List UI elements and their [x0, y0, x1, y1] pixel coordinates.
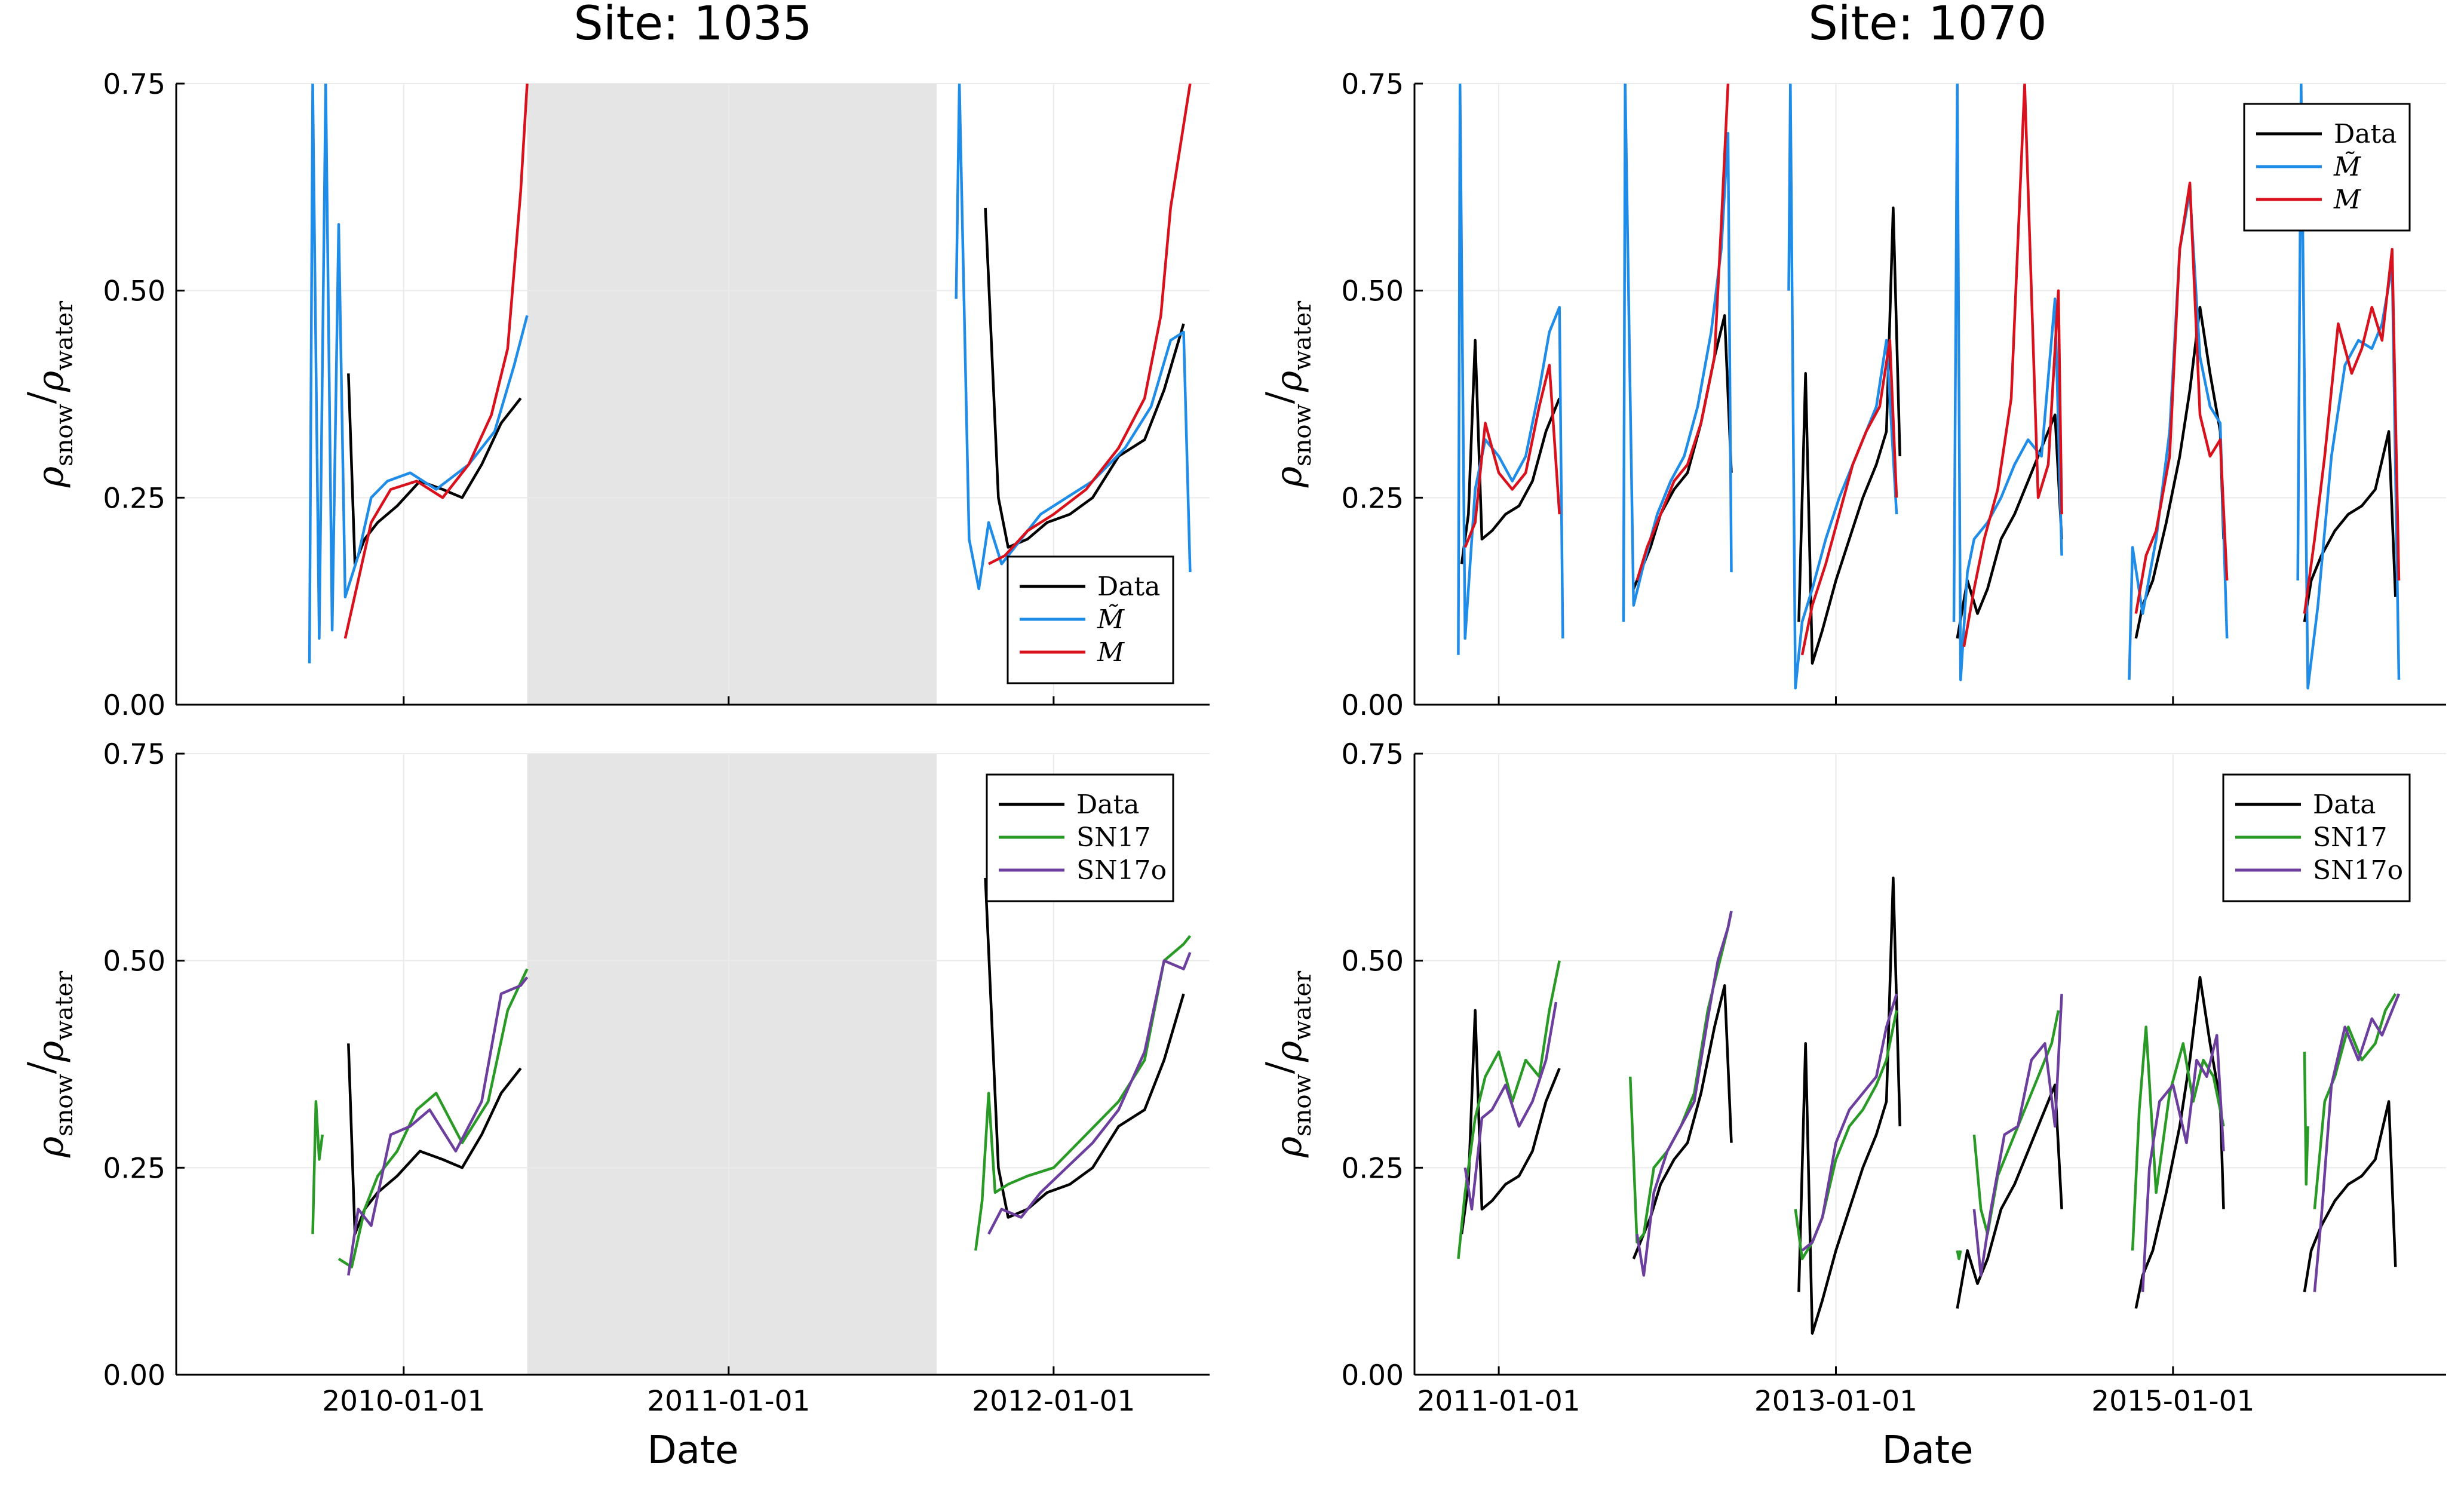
series-line-m-tilde: [1622, 84, 1733, 622]
series-line-m: [1635, 84, 1730, 581]
y-tick-label: 0.50: [103, 275, 165, 308]
series-line-sn17o: [2141, 1034, 2225, 1292]
series-line-m: [1463, 364, 1561, 548]
panel-bottom-left: 0.00 0.25 0.50 0.75 2010-01-01 2011-01-01 2012…: [20, 738, 1210, 1418]
legend-label: M̃: [2333, 150, 2361, 182]
series-line-m: [2134, 182, 2229, 614]
series-line-m: [2303, 248, 2401, 614]
series-line-data: [1460, 339, 1561, 564]
series-line-data: [1460, 1009, 1561, 1234]
x-tick-label: 2011-01-01: [647, 1385, 810, 1418]
series-line-data: [1797, 876, 1901, 1335]
title-site-1035: Site: 1035: [573, 0, 812, 51]
series-line-data: [2303, 430, 2397, 622]
shaded-missing-period: [527, 754, 937, 1375]
series-line-m: [1800, 339, 1898, 656]
legend-label: Data: [2334, 119, 2397, 149]
series-line-m: [343, 84, 529, 639]
shaded-missing-period: [527, 84, 937, 705]
y-tick-label: 0.50: [1341, 275, 1404, 308]
series-line-m-tilde: [308, 84, 529, 663]
series-line-sn17o: [2313, 993, 2401, 1292]
y-tick-label: 0.00: [103, 689, 165, 722]
y-tick-label: 0.25: [103, 1152, 165, 1185]
series-line-data: [2303, 1100, 2397, 1292]
series-line-m-tilde: [1787, 84, 1898, 690]
series-line-sn17o: [987, 951, 1192, 1235]
title-site-1070: Site: 1070: [1808, 0, 2046, 51]
y-tick-label: 0.50: [1341, 945, 1404, 978]
series-line-m: [988, 84, 1192, 566]
panel-bottom-right: 0.00 0.25 0.50 0.75 2011-01-01 2013-01-01 2015…: [1259, 738, 2446, 1418]
y-axis-label: ρsnow/ρwater: [1259, 970, 1317, 1158]
y-tick-label: 0.75: [103, 738, 165, 771]
series-line-sn17: [1457, 960, 1561, 1259]
y-axis-label: ρsnow/ρwater: [20, 970, 78, 1158]
x-tick-label: 2012-01-01: [972, 1385, 1135, 1418]
x-tick-label: 2010-01-01: [322, 1385, 485, 1418]
series-line-data: [984, 207, 1185, 549]
y-tick-label: 0.25: [1341, 1152, 1404, 1185]
y-tick-label: 0.00: [103, 1359, 165, 1392]
series-line-sn17o: [1463, 1001, 1558, 1211]
y-axis-label: ρsnow/ρwater: [1259, 300, 1317, 488]
series-line-sn17: [1794, 1010, 1898, 1261]
legend-label: SN17: [1076, 822, 1151, 853]
legend-label: M: [1097, 637, 1125, 668]
series-line-m: [1962, 84, 2063, 647]
series-line-sn17: [2303, 1052, 2309, 1186]
series-line-data: [347, 1043, 522, 1236]
y-tick-label: 0.25: [1341, 482, 1404, 515]
series-line-m-tilde: [955, 84, 1192, 591]
y-tick-label: 0.00: [1341, 689, 1404, 722]
series-line-data: [1956, 1083, 2063, 1309]
legend-label: SN17: [2313, 822, 2388, 853]
legend-label: Data: [2313, 789, 2376, 820]
series-line-sn17: [1956, 1250, 1962, 1261]
series-line-sn17o: [347, 976, 529, 1276]
series-line-data: [984, 877, 1185, 1219]
legend-label: SN17o: [1076, 855, 1167, 886]
legend-label: M: [2333, 185, 2361, 215]
y-tick-label: 0.00: [1341, 1359, 1404, 1392]
x-tick-label: 2011-01-01: [1417, 1385, 1581, 1418]
series-line-m-tilde: [1952, 84, 2063, 681]
series-line-sn17o: [1801, 993, 1898, 1252]
xlabel-left: Date: [648, 1428, 739, 1473]
y-axis-label: ρsnow/ρwater: [20, 300, 78, 488]
y-tick-label: 0.50: [103, 945, 165, 978]
y-tick-label: 0.75: [103, 68, 165, 101]
series-line-sn17o: [1972, 993, 2063, 1277]
y-tick-label: 0.25: [103, 482, 165, 515]
series-line-data: [2134, 976, 2225, 1309]
y-tick-label: 0.75: [1341, 738, 1404, 771]
legend-label: Data: [1097, 572, 1160, 602]
series-line-sn17: [337, 968, 529, 1268]
legend-label: Data: [1076, 789, 1139, 820]
series-line-sn17: [2313, 993, 2397, 1209]
legend-label: M̃: [1097, 603, 1125, 635]
legend-label: SN17o: [2313, 855, 2403, 886]
series-line-sn17o: [1635, 911, 1733, 1277]
x-tick-label: 2013-01-01: [1754, 1385, 1917, 1418]
y-tick-label: 0.75: [1341, 68, 1404, 101]
xlabel-right: Date: [1882, 1428, 1974, 1473]
series-line-sn17: [311, 1100, 324, 1234]
x-tick-label: 2015-01-01: [2091, 1385, 2254, 1418]
